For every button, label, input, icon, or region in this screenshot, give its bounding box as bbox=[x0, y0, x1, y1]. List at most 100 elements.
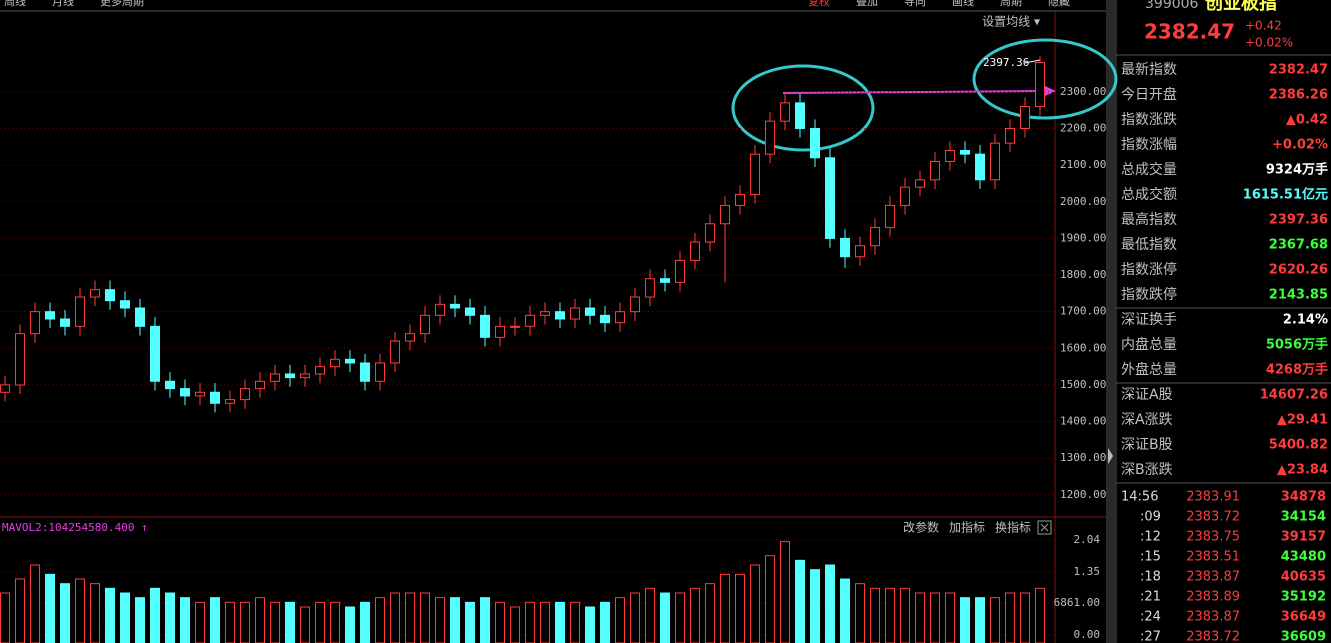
collapse-arrow[interactable] bbox=[1108, 448, 1113, 464]
candle-body bbox=[285, 373, 295, 379]
tick-price: 2383.91 bbox=[1186, 490, 1240, 505]
quote-label: 总成交量 bbox=[1121, 161, 1177, 178]
volume-bar bbox=[315, 601, 325, 643]
candle-body bbox=[180, 388, 190, 397]
indicator-button[interactable]: 加指标 bbox=[949, 520, 985, 535]
candle-body bbox=[510, 325, 520, 328]
index-change: +0.42 bbox=[1245, 19, 1282, 33]
candle-body bbox=[135, 307, 145, 327]
quote-value: 2386.26 bbox=[1269, 88, 1328, 103]
indicator-button[interactable]: 改参数 bbox=[903, 520, 939, 535]
volume-bar bbox=[1020, 592, 1030, 643]
volume-bar bbox=[825, 564, 835, 643]
volume-bar bbox=[90, 583, 100, 643]
tool-tab[interactable]: 画线 bbox=[952, 0, 974, 8]
candle-body bbox=[930, 160, 940, 181]
candle-body bbox=[345, 358, 355, 364]
candle-body bbox=[75, 296, 85, 327]
candle-body bbox=[780, 102, 790, 122]
candle-body bbox=[975, 153, 985, 181]
tick-price: 2383.87 bbox=[1186, 570, 1240, 585]
volume-bar bbox=[720, 573, 730, 643]
volume-tick-label: 0.00 bbox=[1074, 628, 1101, 641]
tick-price: 2383.51 bbox=[1186, 550, 1240, 565]
volume-bar bbox=[375, 597, 385, 643]
tick-volume: 43480 bbox=[1281, 550, 1326, 565]
candle-body bbox=[705, 223, 715, 243]
tool-tab[interactable]: 周期 bbox=[1000, 0, 1022, 8]
period-tab[interactable]: 周线 bbox=[4, 0, 26, 8]
y-tick-label: 1400.00 bbox=[1060, 415, 1106, 428]
volume-bar bbox=[555, 601, 565, 643]
volume-bar bbox=[480, 597, 490, 643]
close-box[interactable] bbox=[1037, 520, 1052, 535]
volume-bar bbox=[510, 606, 520, 643]
tick-volume: 35192 bbox=[1281, 590, 1326, 605]
candle-body bbox=[690, 241, 700, 261]
quote-label: 深证A股 bbox=[1121, 387, 1173, 403]
volume-bar bbox=[570, 601, 580, 643]
quote-value: ▲23.84 bbox=[1277, 463, 1328, 478]
period-tab[interactable]: 月线 bbox=[52, 0, 74, 8]
volume-bar bbox=[765, 555, 775, 643]
scrollbar[interactable] bbox=[1106, 0, 1115, 643]
tool-tab[interactable]: 隐藏 bbox=[1048, 0, 1070, 8]
quote-label: 最低指数 bbox=[1121, 237, 1177, 253]
tick-time: :24 bbox=[1140, 610, 1161, 625]
quote-value: +0.02% bbox=[1272, 138, 1328, 153]
quote-value: ▲0.42 bbox=[1286, 113, 1328, 128]
candle-body bbox=[765, 120, 775, 155]
tick-price: 2383.89 bbox=[1186, 590, 1240, 605]
volume-bar bbox=[615, 597, 625, 643]
quote-value: 5400.82 bbox=[1269, 438, 1328, 453]
volume-bar bbox=[225, 601, 235, 643]
quote-value: 2143.85 bbox=[1269, 288, 1328, 303]
tick-volume: 34154 bbox=[1281, 510, 1326, 525]
candle-body bbox=[435, 303, 445, 316]
tick-time: :18 bbox=[1140, 570, 1161, 585]
candle-body bbox=[330, 358, 340, 368]
candle-body bbox=[1035, 62, 1045, 108]
candle-body bbox=[915, 179, 925, 188]
y-tick-label: 1500.00 bbox=[1060, 378, 1106, 391]
volume-bar bbox=[855, 583, 865, 643]
volume-bar bbox=[120, 592, 130, 643]
volume-bar bbox=[1005, 592, 1015, 643]
tool-tab[interactable]: 复权 bbox=[808, 0, 830, 8]
indicator-button[interactable]: 换指标 bbox=[995, 520, 1031, 535]
candle-body bbox=[645, 278, 655, 298]
volume-bar bbox=[885, 587, 895, 643]
tick-price: 2383.72 bbox=[1186, 510, 1240, 525]
tool-tab[interactable]: 导向 bbox=[904, 0, 926, 8]
quote-label: 最新指数 bbox=[1121, 62, 1177, 78]
quote-label: 深证B股 bbox=[1121, 437, 1173, 453]
candle-body bbox=[630, 296, 640, 313]
quote-value: 2397.36 bbox=[1269, 213, 1328, 228]
tool-tab[interactable]: 叠加 bbox=[856, 0, 878, 8]
candle-body bbox=[990, 142, 1000, 181]
y-tick-label: 2200.00 bbox=[1060, 121, 1106, 134]
high-pointer bbox=[1024, 59, 1041, 64]
volume-tick-label: 1.35 bbox=[1074, 565, 1101, 578]
candle-body bbox=[315, 366, 325, 375]
volume-bar bbox=[45, 573, 55, 643]
volume-bar bbox=[660, 592, 670, 643]
volume-bar bbox=[795, 559, 805, 643]
period-tab[interactable]: 更多周期 bbox=[100, 0, 144, 8]
ma-button[interactable]: 设置均线 ▾ bbox=[982, 15, 1040, 29]
quote-value: 5056万手 bbox=[1266, 337, 1328, 353]
quote-value: ▲29.41 bbox=[1277, 413, 1328, 428]
candle-body bbox=[300, 373, 310, 379]
quote-label: 外盘总量 bbox=[1121, 361, 1177, 378]
candle-body bbox=[585, 307, 595, 316]
close-x[interactable] bbox=[1040, 523, 1049, 532]
volume-bar bbox=[300, 606, 310, 643]
volume-bar bbox=[405, 592, 415, 643]
candle-body bbox=[675, 259, 685, 283]
volume-bar bbox=[675, 592, 685, 643]
volume-bar bbox=[180, 597, 190, 643]
volume-bar bbox=[975, 597, 985, 643]
candle-body bbox=[0, 384, 10, 393]
candle-body bbox=[945, 149, 955, 162]
